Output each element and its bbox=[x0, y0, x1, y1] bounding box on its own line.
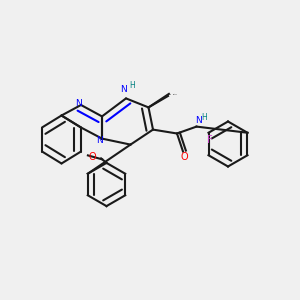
Text: F: F bbox=[207, 135, 212, 145]
Text: N: N bbox=[75, 99, 81, 108]
Text: H: H bbox=[130, 81, 136, 90]
Text: N: N bbox=[120, 85, 127, 94]
Text: O: O bbox=[88, 152, 96, 162]
Text: CH₃: CH₃ bbox=[170, 94, 172, 95]
Text: N: N bbox=[195, 116, 201, 125]
Text: H: H bbox=[201, 113, 207, 122]
Text: O: O bbox=[181, 152, 188, 162]
Text: N: N bbox=[96, 136, 103, 145]
Text: methyl: methyl bbox=[173, 94, 178, 95]
